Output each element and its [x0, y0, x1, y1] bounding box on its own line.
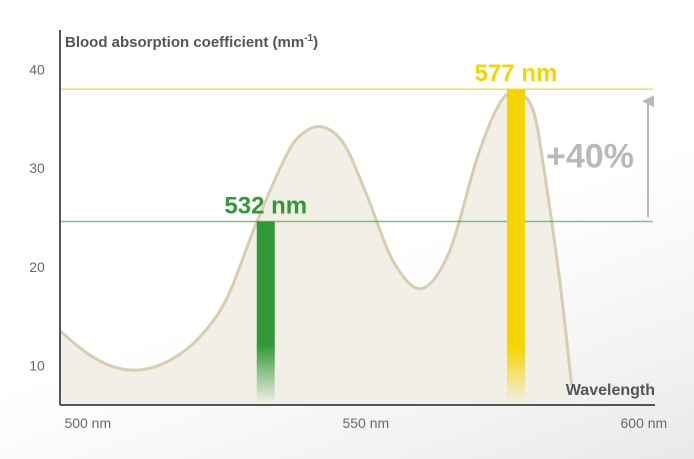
- x-axis-title: Wavelength: [566, 382, 655, 399]
- y-tick-label: 20: [29, 259, 45, 275]
- y-tick-label: 30: [29, 160, 45, 176]
- y-axis-title-superscript: -1: [304, 33, 313, 44]
- absorption-curve-line: [59, 90, 574, 386]
- x-tick-labels: 500 nm 550 nm 600 nm: [64, 415, 667, 431]
- absorption-curve-fill: [60, 91, 572, 405]
- bar-577nm: [506, 89, 525, 404]
- marker-label-532nm: 532 nm: [224, 192, 307, 219]
- y-tick-label: 40: [29, 61, 45, 77]
- bar-532nm: [256, 221, 275, 403]
- y-axis-title: Blood absorption coefficient (mm-1): [65, 33, 318, 51]
- x-tick-label: 500 nm: [64, 415, 111, 431]
- x-tick-label: 550 nm: [342, 415, 389, 431]
- y-tick-labels: 10 20 30 40: [29, 61, 45, 373]
- x-tick-label: 600 nm: [621, 415, 668, 431]
- marker-label-577nm: 577 nm: [475, 60, 558, 87]
- y-axis-title-close: ): [313, 34, 318, 51]
- y-axis-title-main: Blood absorption coefficient (mm: [65, 34, 304, 51]
- increase-annotation: +40%: [546, 137, 634, 175]
- y-tick-label: 10: [29, 358, 45, 374]
